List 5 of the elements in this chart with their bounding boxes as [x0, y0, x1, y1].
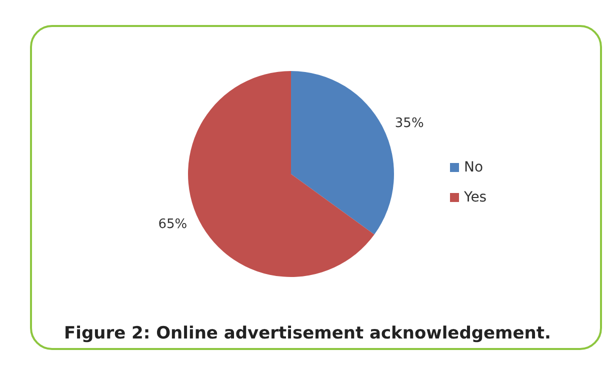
data-label: 35%: [394, 116, 424, 132]
data-label: 65%: [158, 216, 188, 232]
legend-label: Yes: [463, 190, 487, 206]
legend-label: No: [464, 160, 484, 176]
text: Figure 2: Online advertisement acknowledgement.: [64, 324, 551, 344]
